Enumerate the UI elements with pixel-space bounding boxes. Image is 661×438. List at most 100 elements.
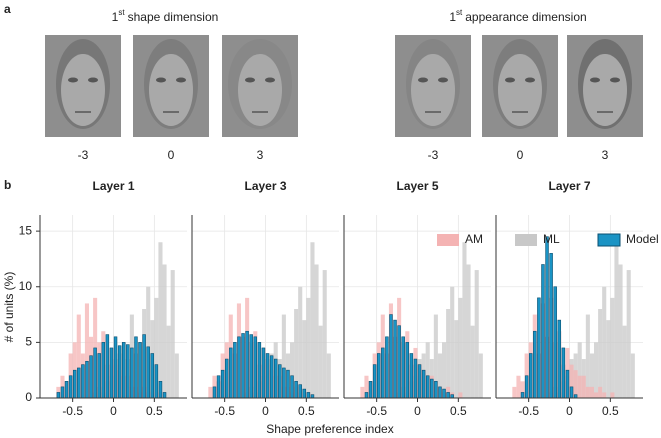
eye bbox=[525, 77, 535, 83]
histogram-bar bbox=[409, 353, 414, 399]
histogram-bar bbox=[442, 342, 447, 398]
histogram-bar bbox=[174, 353, 179, 398]
histogram-bar bbox=[606, 320, 611, 398]
histogram-bar bbox=[229, 347, 233, 399]
histogram-bar bbox=[318, 325, 323, 398]
histogram-bar bbox=[598, 309, 603, 398]
histogram-bar bbox=[306, 392, 311, 399]
x-tick-label: -0.5 bbox=[62, 404, 83, 418]
histogram-bar bbox=[573, 394, 578, 399]
histogram-bar bbox=[166, 325, 171, 398]
chart-title: Layer 5 bbox=[396, 179, 438, 193]
histogram-bar bbox=[581, 375, 586, 398]
y-axis-label: # of units (%) bbox=[2, 272, 16, 343]
histogram-bar bbox=[618, 264, 623, 398]
y-tick-label: 0 bbox=[25, 390, 32, 404]
histogram-bar bbox=[84, 303, 89, 398]
histogram-bar bbox=[142, 334, 146, 399]
x-tick-label: 0 bbox=[414, 404, 421, 418]
histogram-bar bbox=[326, 353, 331, 398]
histogram-bar bbox=[253, 336, 258, 399]
histogram-bar bbox=[105, 334, 110, 399]
histogram-bar bbox=[117, 345, 122, 399]
histogram-bar bbox=[368, 381, 373, 399]
histogram-bar bbox=[298, 286, 303, 398]
histogram-bar bbox=[421, 369, 426, 399]
histogram-bar bbox=[146, 346, 150, 399]
face-skin bbox=[149, 54, 193, 126]
histogram-bar bbox=[520, 381, 525, 398]
histogram-bar bbox=[393, 319, 397, 399]
histogram-bar bbox=[474, 270, 479, 398]
face-skin bbox=[583, 54, 627, 126]
histogram-bar bbox=[237, 336, 241, 399]
histogram-bar bbox=[397, 325, 401, 399]
histogram-bar bbox=[401, 336, 405, 399]
chart-title: Layer 1 bbox=[92, 179, 134, 193]
histogram-bar bbox=[610, 297, 615, 398]
histogram-bar bbox=[294, 309, 299, 398]
x-tick-label: -0.5 bbox=[214, 404, 235, 418]
histogram-bar bbox=[85, 360, 89, 399]
x-tick-label: 0.5 bbox=[146, 404, 163, 418]
histogram-bar bbox=[224, 358, 229, 399]
histogram-bar bbox=[433, 314, 438, 398]
histogram-bar bbox=[516, 375, 521, 398]
histogram-bar bbox=[438, 386, 442, 399]
group-title: 1st appearance dimension bbox=[449, 8, 586, 24]
histogram-bar bbox=[598, 386, 603, 398]
histogram-bar bbox=[56, 392, 61, 399]
histogram-bar bbox=[121, 342, 126, 399]
histogram-bar bbox=[310, 394, 315, 399]
histogram-bar bbox=[577, 375, 582, 398]
eye bbox=[88, 77, 98, 83]
histogram-bar bbox=[216, 375, 221, 399]
histogram-bar bbox=[458, 297, 463, 398]
histogram-bar bbox=[286, 369, 290, 399]
histogram-bar bbox=[113, 336, 118, 399]
histogram-bar bbox=[261, 347, 266, 399]
histogram-bar bbox=[364, 392, 369, 399]
histogram-bar bbox=[257, 342, 262, 399]
histogram-bar bbox=[553, 286, 557, 399]
histogram-bar bbox=[154, 297, 159, 398]
histogram-bar bbox=[126, 344, 130, 399]
histogram-bar bbox=[389, 314, 393, 399]
histogram-bar bbox=[594, 342, 599, 398]
face-skin bbox=[498, 54, 542, 126]
histogram-bar bbox=[602, 286, 607, 398]
histogram-bar bbox=[614, 242, 619, 398]
histogram-bar bbox=[545, 236, 549, 399]
histogram-bar bbox=[322, 270, 327, 398]
legend-swatch bbox=[515, 234, 537, 246]
histogram-bar bbox=[72, 369, 77, 399]
chart-title: Layer 7 bbox=[548, 179, 590, 193]
histogram-bar bbox=[585, 386, 590, 398]
histogram-bar bbox=[68, 375, 73, 399]
histogram-bar bbox=[64, 381, 69, 399]
histogram-bar bbox=[245, 330, 249, 399]
legend-swatch bbox=[437, 234, 459, 246]
panel-label: b bbox=[4, 178, 11, 192]
histogram-bar bbox=[442, 388, 446, 399]
histogram-bar bbox=[146, 286, 151, 398]
histogram-bar bbox=[154, 364, 159, 399]
histogram-bar bbox=[458, 392, 463, 398]
histogram-bar bbox=[77, 367, 81, 399]
histogram-bar bbox=[290, 375, 294, 399]
histogram-bar bbox=[134, 336, 138, 399]
histogram-bar bbox=[413, 358, 418, 399]
histogram-bar bbox=[109, 347, 114, 399]
eye bbox=[610, 77, 620, 83]
face-skin bbox=[61, 54, 105, 126]
histogram-bar bbox=[376, 353, 381, 399]
histogram-bar bbox=[130, 347, 134, 399]
histogram-bar bbox=[626, 270, 631, 398]
x-tick-label: -0.5 bbox=[366, 404, 387, 418]
histogram-bar bbox=[162, 392, 167, 399]
histogram-bar bbox=[360, 386, 365, 398]
legend-label: Model bbox=[626, 232, 659, 246]
eye bbox=[505, 77, 515, 83]
level-label: -3 bbox=[78, 148, 89, 162]
